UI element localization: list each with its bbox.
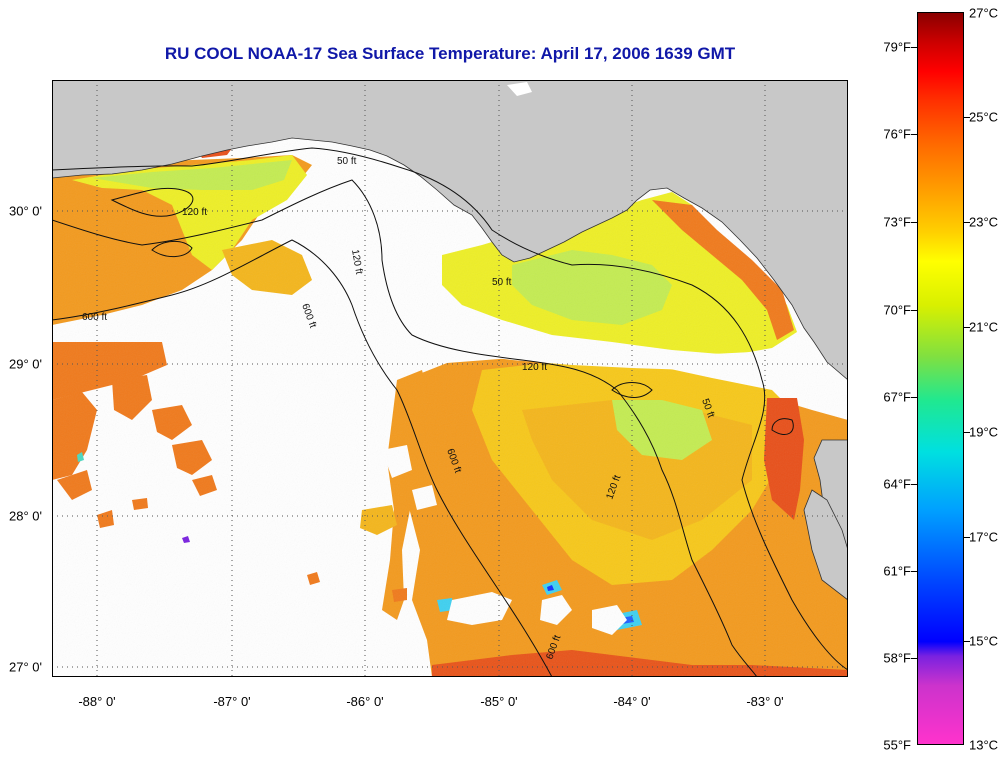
map-frame	[52, 80, 848, 677]
colorbar-tick	[964, 537, 970, 538]
colorbar-f-label: 64°F	[883, 476, 911, 492]
colorbar-f-label: 58°F	[883, 650, 911, 666]
x-tick-label: -85° 0'	[480, 694, 518, 709]
colorbar-f-label: 79°F	[883, 39, 911, 55]
colorbar-c-label: 15°C	[969, 633, 999, 649]
x-tick-label: -83° 0'	[746, 694, 784, 709]
land	[52, 80, 848, 601]
sst-map: 50 ft 50 ft 50 ft 120 ft 120 ft 120 ft 1…	[52, 80, 848, 677]
x-tick-label: -87° 0'	[213, 694, 251, 709]
contour-50ft	[52, 147, 848, 671]
colorbar-tick	[911, 397, 917, 398]
colorbar-tick	[964, 641, 970, 642]
colorbar-tick	[964, 327, 970, 328]
colorbar-tick	[911, 47, 917, 48]
colorbar-c-label: 19°C	[969, 424, 999, 440]
colorbar-c-label: 13°C	[969, 737, 999, 753]
colorbar-c-label: 17°C	[969, 529, 999, 545]
y-tick-label: 29° 0'	[9, 356, 42, 372]
colorbar-tick	[911, 310, 917, 311]
colorbar-f-label: 55°F	[883, 737, 911, 753]
contour-label-50b: 50 ft	[492, 277, 512, 288]
contour-600ft	[52, 239, 553, 677]
y-tick-label: 28° 0'	[9, 508, 42, 524]
colorbar-tick	[911, 484, 917, 485]
contour-label-50: 50 ft	[337, 156, 357, 167]
colorbar-f-label: 67°F	[883, 389, 911, 405]
colorbar-f-label: 76°F	[883, 126, 911, 142]
colorbar-tick	[911, 658, 917, 659]
map-title: RU COOL NOAA-17 Sea Surface Temperature:…	[164, 44, 736, 63]
colorbar-f-label: 70°F	[883, 302, 911, 318]
sst-map-canvas: 50 ft 50 ft 50 ft 120 ft 120 ft 120 ft 1…	[52, 80, 848, 677]
colorbar-c-label: 23°C	[969, 214, 999, 230]
colorbar-c-label: 27°C	[969, 5, 999, 21]
colorbar-tick	[911, 222, 917, 223]
colorbar-tick	[964, 432, 970, 433]
contour-120ft	[52, 179, 758, 677]
colorbar-f-label: 73°F	[883, 214, 911, 230]
depth-contours	[52, 147, 848, 677]
colorbar-tick	[964, 117, 970, 118]
x-tick-label: -86° 0'	[346, 694, 384, 709]
colorbar-tick	[911, 571, 917, 572]
contour-label-120: 120 ft	[182, 207, 207, 218]
y-tick-label: 27° 0'	[9, 659, 42, 675]
contour-label-120b: 120 ft	[349, 249, 364, 276]
colorbar-tick	[964, 222, 970, 223]
colorbar-f-label: 61°F	[883, 563, 911, 579]
colorbar-c-label: 21°C	[969, 319, 999, 335]
contour-label-120c: 120 ft	[522, 362, 547, 373]
colorbar-tick	[911, 134, 917, 135]
contour-label-600: 600 ft	[82, 312, 107, 323]
color-bar	[917, 12, 964, 745]
y-tick-label: 30° 0'	[9, 203, 42, 219]
colorbar-c-label: 25°C	[969, 109, 999, 125]
x-tick-label: -88° 0'	[78, 694, 116, 709]
x-tick-label: -84° 0'	[613, 694, 651, 709]
